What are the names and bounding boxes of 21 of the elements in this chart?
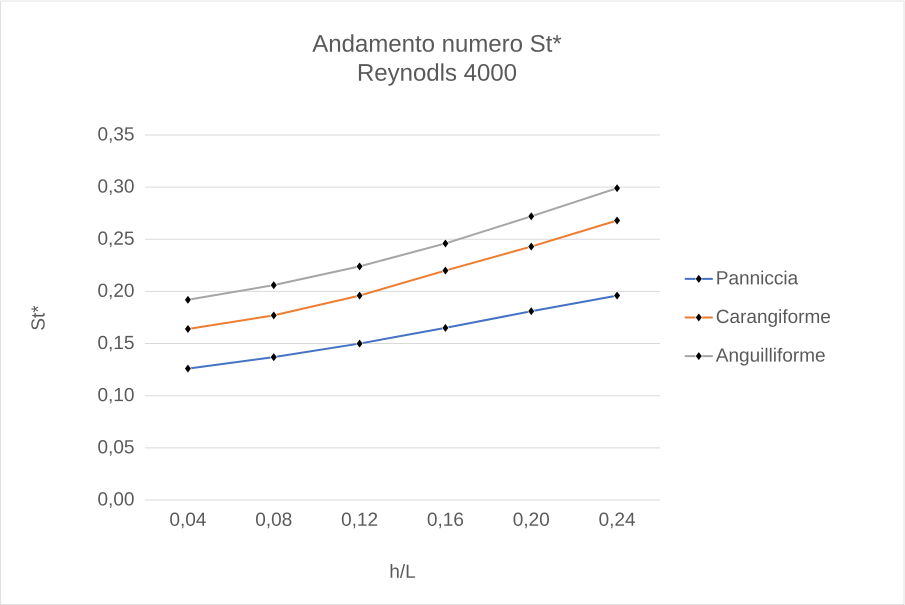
y-tick-label: 0,35	[98, 127, 134, 143]
legend-label: Panniccia	[717, 270, 798, 285]
x-tick-label: 0,24	[599, 512, 636, 528]
y-axis-title: St*	[31, 306, 45, 330]
y-tick-label: 0,15	[98, 336, 134, 352]
legend-label: Carangiforme	[716, 309, 830, 327]
y-tick-label: 0,05	[98, 440, 134, 456]
x-axis-title: h/L	[390, 564, 416, 578]
x-tick-label: 0,12	[342, 512, 378, 528]
x-tick-label: 0,20	[513, 512, 549, 528]
chart-subtitle: Reynodls 4000	[358, 63, 516, 86]
x-tick-label: 0,16	[428, 512, 464, 528]
y-tick-label: 0,20	[98, 284, 134, 300]
x-tick-label: 0,04	[170, 512, 206, 528]
y-tick-label: 0,30	[98, 179, 134, 195]
legend-label: Anguilliforme	[716, 348, 825, 366]
y-tick-label: 0,25	[98, 231, 134, 248]
y-tick-label: 0,00	[98, 492, 134, 508]
chart-title: Andamento numero St*	[312, 34, 562, 52]
x-tick-label: 0,08	[256, 512, 292, 528]
y-tick-label: 0,10	[98, 388, 134, 404]
